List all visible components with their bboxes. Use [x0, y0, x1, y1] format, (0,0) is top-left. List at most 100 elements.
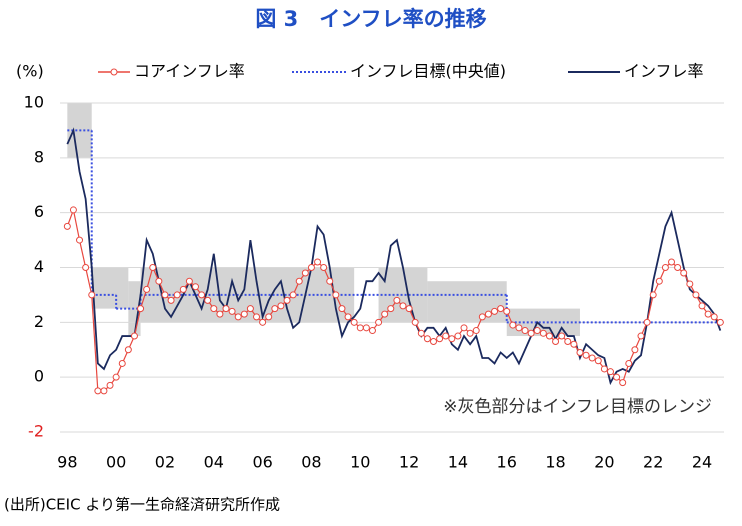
y-tick-label: 10: [24, 93, 44, 112]
core-line-marker: [94, 387, 102, 395]
legend-label: コアインフレ率: [134, 62, 245, 81]
x-tick-label: 04: [204, 453, 224, 472]
core-line-marker: [234, 313, 242, 321]
core-line-marker: [253, 313, 261, 321]
core-line-marker: [368, 327, 376, 335]
x-tick-label: 18: [545, 453, 565, 472]
core-line-marker: [204, 296, 212, 304]
legend-swatch: [110, 68, 118, 76]
core-line-marker: [106, 381, 114, 389]
core-line-marker: [637, 332, 645, 340]
core-line-marker: [436, 335, 444, 343]
core-line-marker: [326, 277, 334, 285]
core-line-marker: [674, 264, 682, 271]
y-tick-label: 6: [34, 202, 44, 221]
core-line-marker: [112, 373, 120, 381]
inflation-line: [66, 127, 722, 386]
core-line-marker: [509, 321, 517, 329]
core-line-marker: [423, 335, 431, 343]
chart-title: 図 3 インフレ率の推移: [255, 7, 486, 31]
x-tick-label: 20: [594, 453, 614, 472]
core-line-marker: [552, 338, 560, 346]
core-line-marker: [314, 258, 322, 266]
core-line-marker: [210, 305, 218, 313]
core-line-marker: [448, 335, 456, 343]
core-line-marker: [576, 348, 584, 356]
core-line-marker: [216, 310, 224, 318]
core-line-marker: [149, 264, 157, 271]
x-tick-label: 10: [350, 453, 370, 472]
core-line-marker: [307, 264, 315, 271]
x-tick-label: 14: [448, 453, 468, 472]
core-line-marker: [600, 365, 608, 373]
core-line-marker: [100, 387, 108, 395]
y-tick-label: 8: [34, 147, 44, 166]
core-line-marker: [625, 359, 633, 367]
core-line-marker: [527, 329, 535, 337]
y-unit: (%): [16, 62, 44, 81]
core-line-marker: [173, 291, 181, 299]
core-line-marker: [161, 291, 169, 299]
core-line-marker: [430, 338, 437, 346]
core-line-marker: [594, 357, 602, 365]
core-line-marker: [497, 305, 505, 313]
core-line-marker: [478, 313, 486, 321]
y-tick-label: 0: [34, 367, 44, 386]
core-line-marker: [283, 296, 291, 304]
legend-label: インフレ率: [624, 62, 704, 81]
core-line-marker: [332, 291, 340, 299]
core-line-marker: [118, 359, 126, 367]
core-line-marker: [570, 340, 578, 348]
core-line-marker: [606, 368, 614, 376]
core-line-marker: [472, 327, 480, 335]
core-line-marker: [393, 296, 401, 304]
core-line-marker: [539, 329, 547, 337]
core-line-marker: [491, 307, 499, 315]
core-line-marker: [265, 313, 273, 321]
core-line-marker: [692, 291, 700, 299]
core-line-marker: [259, 318, 267, 326]
core-line-marker: [344, 313, 352, 321]
core-line-marker: [661, 264, 669, 271]
x-tick-label: 98: [57, 453, 77, 472]
annotation: ※灰色部分はインフレ目標のレンジ: [443, 397, 712, 417]
core-line-marker: [143, 285, 151, 293]
core-line-marker: [320, 264, 328, 271]
core-line-marker: [69, 206, 77, 214]
core-line-marker: [533, 327, 541, 335]
core-line-marker: [191, 283, 199, 291]
source: (出所)CEIC より第一生命経済研究所作成: [4, 496, 280, 514]
core-line-marker: [686, 280, 694, 288]
core-line-marker: [228, 307, 236, 315]
plot: [60, 102, 724, 433]
core-line-marker: [405, 305, 413, 313]
core-line-marker: [613, 373, 621, 381]
core-line-marker: [124, 346, 132, 354]
core-line-marker: [484, 310, 492, 318]
core-line-marker: [222, 305, 230, 313]
core-line-marker: [76, 236, 84, 244]
core-line-marker: [710, 313, 718, 321]
core-line-marker: [619, 379, 627, 387]
core-line-marker: [515, 324, 523, 332]
core-line-marker: [631, 346, 639, 354]
core-line-marker: [521, 327, 529, 335]
core-line-marker: [588, 354, 596, 362]
core-line-marker: [185, 277, 193, 285]
core-line-marker: [88, 291, 96, 299]
core-line-marker: [167, 296, 175, 304]
core-line-marker: [417, 329, 425, 337]
y-tick-label: 2: [34, 312, 44, 331]
target-range: [427, 281, 507, 323]
x-tick-label: 08: [301, 453, 321, 472]
core-line-marker: [130, 332, 138, 340]
core-line-marker: [466, 329, 474, 337]
x-tick-label: 22: [643, 453, 663, 472]
core-line-marker: [582, 351, 590, 359]
x-tick-label: 12: [399, 453, 419, 472]
core-line-marker: [356, 324, 364, 332]
y-tick-label: -2: [28, 422, 44, 441]
core-line-marker: [668, 258, 676, 266]
core-line-marker: [704, 310, 712, 318]
core-line-marker: [387, 305, 395, 313]
